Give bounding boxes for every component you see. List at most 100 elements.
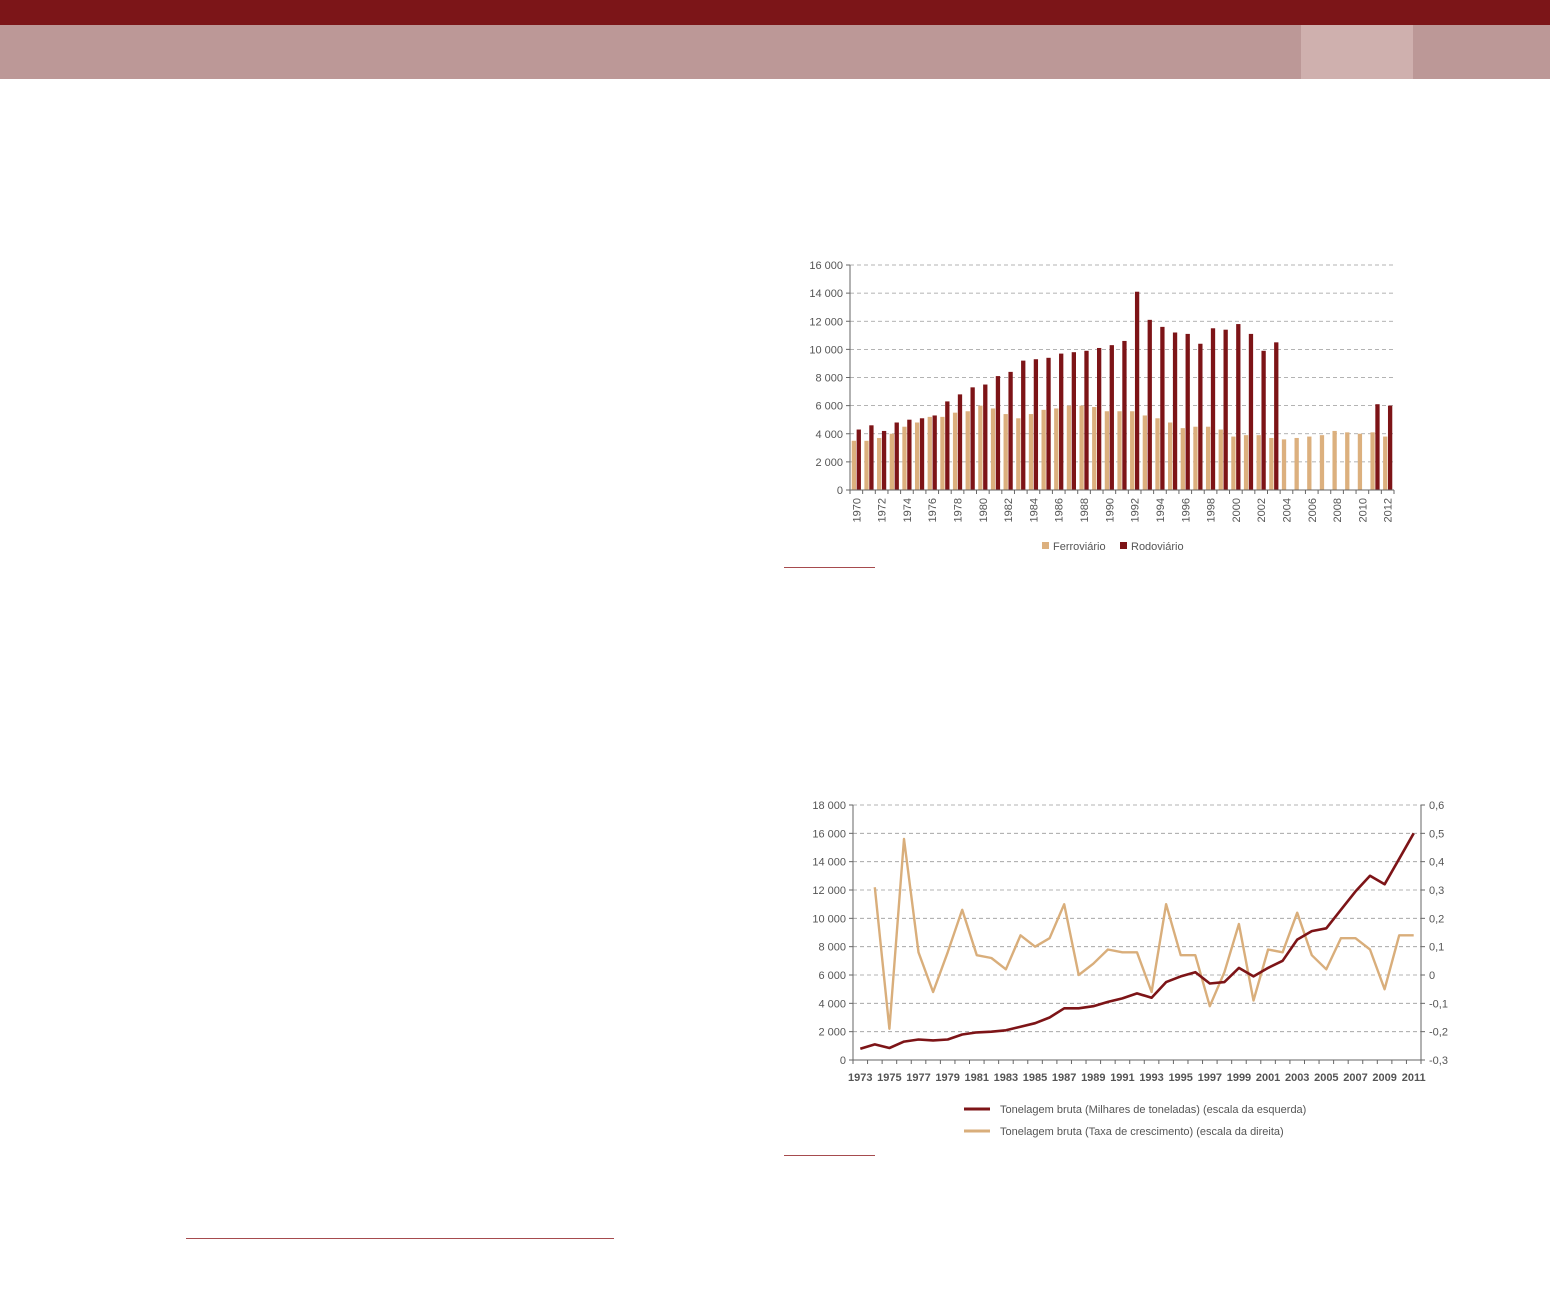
line-growth-rate — [873, 837, 1414, 1031]
bar-rodoviario — [1059, 353, 1064, 490]
bar-ferroviario — [1269, 437, 1274, 490]
x-tick-label: 1970 — [851, 498, 863, 522]
bar-ferroviario — [1092, 407, 1097, 490]
bar-ferroviario — [1028, 414, 1034, 490]
x-tick-label: 1995 — [1168, 1072, 1192, 1084]
y-right-tick-label: 0,2 — [1429, 913, 1444, 925]
bar-ferroviario — [1066, 405, 1072, 490]
y-right-tick-label: 0,1 — [1429, 942, 1444, 954]
y-tick-label: 0 — [837, 485, 843, 497]
bar-ferroviario — [1041, 409, 1046, 490]
x-tick-label: 2005 — [1314, 1072, 1338, 1084]
header-tab — [1301, 25, 1413, 79]
x-tick-label: 1982 — [1003, 498, 1015, 522]
bar-ferroviario — [1319, 435, 1325, 490]
x-tick-label: 1999 — [1227, 1072, 1251, 1084]
x-tick-label: 2011 — [1402, 1072, 1426, 1084]
bar-rodoviario — [869, 425, 874, 490]
bar-ferroviario — [1193, 426, 1198, 490]
x-tick-label: 2012 — [1383, 498, 1395, 522]
bar-rodoviario — [1071, 352, 1076, 490]
x-tick-label: 1998 — [1206, 498, 1218, 522]
line-tonnage — [859, 832, 1415, 1050]
x-tick-label: 2002 — [1256, 498, 1268, 522]
x-tick-label: 1994 — [1155, 498, 1167, 522]
legend-swatch-rodoviario — [1120, 542, 1127, 549]
bar-rodoviario — [1033, 359, 1039, 490]
x-tick-label: 1980 — [978, 498, 990, 522]
legend-label-growth: Tonelagem bruta (Taxa de crescimento) (e… — [1000, 1126, 1284, 1138]
x-tick-label: 1977 — [906, 1072, 930, 1084]
bar-ferroviario — [1016, 418, 1021, 490]
bar-ferroviario — [1345, 432, 1350, 490]
x-tick-label: 2000 — [1231, 498, 1243, 522]
bar-ferroviario — [1079, 405, 1084, 490]
y-left-tick-label: 0 — [840, 1055, 846, 1067]
bar-ferroviario — [877, 437, 882, 490]
bar-ferroviario — [1003, 414, 1008, 490]
bar-ferroviario — [940, 416, 945, 490]
bar-rodoviario — [856, 429, 861, 490]
bar-ferroviario — [1383, 436, 1388, 490]
bar-rodoviario — [1021, 360, 1026, 490]
bar-rodoviario — [1096, 347, 1102, 490]
line-chart-tonnage: 0 2 000 4 000 6 000 8 000 10 000 12 000 14 000 1… — [812, 800, 1448, 1138]
bar-ferroviario — [1117, 411, 1122, 490]
bar-rodoviario — [1109, 345, 1114, 490]
bar-rodoviario — [1248, 333, 1254, 490]
bar-rodoviario — [945, 401, 950, 490]
y-right-tick-label: -0,3 — [1429, 1055, 1448, 1067]
chart1-legend: Ferroviário Rodoviário — [1042, 541, 1184, 553]
bar-ferroviario — [1307, 436, 1312, 490]
y-tick-label: 14 000 — [809, 288, 843, 300]
y-left-tick-label: 12 000 — [812, 885, 846, 897]
y-right-tick-label: 0,4 — [1429, 857, 1444, 869]
bar-ferroviario — [978, 405, 983, 490]
legend-label-rodoviario: Rodoviário — [1131, 541, 1184, 553]
x-tick-label: 1993 — [1139, 1072, 1163, 1084]
bar-ferroviario — [1142, 415, 1148, 490]
bar-rodoviario — [881, 430, 887, 490]
bar-rodoviario — [970, 387, 975, 490]
bar-ferroviario — [1370, 432, 1375, 490]
x-tick-label: 1992 — [1130, 498, 1142, 522]
y-tick-label: 8 000 — [815, 373, 843, 385]
bar-ferroviario — [965, 411, 970, 490]
legend-label-tonnage: Tonelagem bruta (Milhares de toneladas) … — [1000, 1104, 1306, 1116]
header-subbar — [0, 25, 1550, 79]
bar-ferroviario — [1231, 436, 1236, 490]
bar-ferroviario — [1180, 428, 1185, 490]
y-left-tick-label: 16 000 — [812, 828, 846, 840]
x-tick-label: 2003 — [1285, 1072, 1309, 1084]
x-tick-label: 1978 — [953, 498, 965, 522]
y-right-tick-label: 0,6 — [1429, 800, 1444, 812]
bar-ferroviario — [1332, 430, 1337, 490]
bar-ferroviario — [1130, 411, 1135, 490]
x-tick-label: 1989 — [1081, 1072, 1105, 1084]
bar-rodoviario — [932, 415, 937, 490]
bar-ferroviario — [927, 416, 932, 490]
x-tick-label: 1981 — [965, 1072, 989, 1084]
footnote-divider — [186, 1238, 614, 1239]
bar-rodoviario — [1223, 329, 1228, 490]
y-right-tick-label: 0 — [1429, 970, 1435, 982]
x-tick-label: 1986 — [1054, 498, 1066, 522]
bar-rodoviario — [1122, 340, 1127, 490]
x-tick-label: 1983 — [994, 1072, 1018, 1084]
y-tick-label: 10 000 — [809, 344, 843, 356]
y-right-tick-label: 0,5 — [1429, 828, 1444, 840]
bar-rodoviario — [1134, 291, 1140, 490]
y-right-tick-label: -0,2 — [1429, 1027, 1448, 1039]
bar-ferroviario — [952, 412, 958, 490]
x-tick-label: 2004 — [1281, 498, 1293, 522]
x-tick-label: 1976 — [927, 498, 939, 522]
bar-ferroviario — [864, 440, 869, 490]
x-tick-label: 1979 — [935, 1072, 959, 1084]
bar-ferroviario — [1294, 437, 1299, 490]
bar-rodoviario — [1236, 324, 1241, 490]
legend-label-ferroviario: Ferroviário — [1053, 541, 1106, 553]
bar-rodoviario — [919, 418, 925, 490]
y-left-tick-label: 18 000 — [812, 800, 846, 812]
y-left-tick-label: 4 000 — [818, 998, 846, 1010]
bar-rodoviario — [1198, 343, 1203, 490]
